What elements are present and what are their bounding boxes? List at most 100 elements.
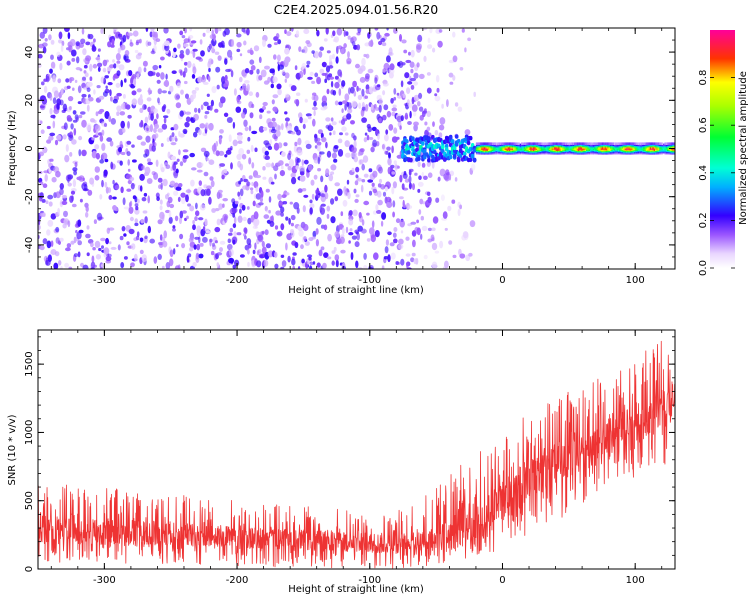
heatmap-cell	[198, 217, 204, 221]
heatmap-cell	[133, 253, 138, 262]
heatmap-cell	[159, 199, 163, 205]
heatmap-cell	[408, 51, 411, 56]
heatmap-cell	[280, 123, 284, 131]
heatmap-cell	[239, 53, 243, 57]
heatmap-cell	[294, 65, 298, 71]
heatmap-cell	[624, 142, 627, 145]
heatmap-cell	[422, 201, 426, 205]
heatmap-cell	[405, 139, 409, 144]
heatmap-cell	[203, 81, 209, 85]
heatmap-cell	[72, 167, 78, 172]
heatmap-cell	[505, 142, 507, 145]
heatmap-cell	[181, 243, 186, 249]
heatmap-cell	[400, 258, 405, 266]
heatmap-cell	[118, 147, 122, 153]
heatmap-cell	[259, 114, 263, 120]
heatmap-cell	[251, 181, 254, 187]
heatmap-cell	[326, 256, 332, 260]
heatmap-cell	[371, 220, 375, 229]
heatmap-cell	[324, 192, 329, 200]
heatmap-cell	[86, 81, 93, 87]
heatmap-cell	[277, 142, 283, 149]
heatmap-cell	[209, 238, 213, 243]
heatmap-cell	[384, 32, 390, 37]
heatmap-cell	[178, 183, 183, 188]
heatmap-cell	[487, 142, 490, 145]
heatmap-cell	[294, 241, 299, 249]
heatmap-cell	[438, 124, 445, 131]
heatmap-cell	[563, 142, 565, 145]
heatmap-cell	[309, 265, 313, 269]
heatmap-cell	[216, 252, 223, 256]
heatmap-cell	[619, 142, 621, 145]
heatmap-cell	[359, 148, 365, 153]
heatmap-cell	[251, 130, 258, 135]
heatmap-cell	[395, 218, 401, 224]
heatmap-cell	[319, 46, 325, 51]
heatmap-cell	[104, 158, 109, 163]
heatmap-cell	[383, 256, 389, 260]
heatmap-cell	[230, 70, 234, 78]
heatmap-cell	[541, 142, 543, 145]
heatmap-cell	[432, 216, 439, 224]
heatmap-cell	[206, 157, 210, 162]
heatmap-cell	[119, 140, 123, 149]
heatmap-cell	[264, 155, 270, 160]
heatmap-cell	[155, 38, 161, 42]
heatmap-cell	[134, 208, 140, 215]
heatmap-cell	[284, 47, 290, 55]
heatmap-cell	[275, 210, 282, 216]
heatmap-cell	[56, 134, 62, 141]
heatmap-cell	[42, 42, 48, 47]
heatmap-cell	[153, 172, 159, 180]
heatmap-cell	[639, 142, 641, 145]
heatmap-cell	[224, 79, 229, 88]
heatmap-cell	[65, 247, 71, 252]
heatmap-cell	[316, 262, 321, 268]
heatmap-cell	[359, 159, 364, 165]
heatmap-cell	[239, 76, 243, 83]
heatmap-cell	[490, 142, 492, 145]
heatmap-cell	[316, 29, 320, 37]
heatmap-cell	[82, 264, 89, 269]
heatmap-cell	[50, 39, 55, 45]
heatmap-cell	[54, 139, 59, 146]
heatmap-cell	[249, 187, 254, 191]
heatmap-cell	[82, 48, 87, 56]
heatmap-cell	[535, 142, 538, 145]
heatmap-cell	[576, 142, 579, 145]
heatmap-cell	[350, 120, 355, 125]
heatmap-cell	[644, 142, 646, 145]
heatmap-cell	[534, 142, 536, 145]
heatmap-cell	[42, 146, 47, 154]
heatmap-cell	[42, 28, 48, 34]
heatmap-cell	[219, 247, 223, 252]
heatmap-cell	[421, 141, 425, 146]
heatmap-cell	[326, 150, 332, 158]
heatmap-cell	[246, 28, 250, 36]
heatmap-cell	[134, 203, 139, 207]
heatmap-cell	[166, 108, 171, 114]
heatmap-cell	[71, 49, 77, 57]
heatmap-cell	[91, 137, 95, 141]
heatmap-cell	[95, 57, 100, 61]
heatmap-cell	[154, 133, 159, 139]
heatmap-cell	[83, 64, 88, 69]
heatmap-cell	[185, 111, 192, 115]
heatmap-cell	[278, 64, 285, 70]
y-tick-label: 1000	[24, 420, 35, 445]
heatmap-cell	[333, 158, 338, 163]
heatmap-cell	[243, 40, 247, 46]
heatmap-cell	[434, 250, 440, 254]
heatmap-cell	[67, 182, 72, 187]
heatmap-cell	[319, 68, 325, 74]
heatmap-cell	[414, 172, 418, 176]
heatmap-cell	[274, 225, 279, 230]
heatmap-cell	[223, 168, 228, 174]
heatmap-cell	[179, 50, 184, 55]
heatmap-cell	[78, 135, 83, 141]
heatmap-cell	[258, 75, 263, 81]
heatmap-cell	[136, 135, 143, 140]
heatmap-cell	[655, 142, 657, 145]
heatmap-cell	[68, 134, 74, 142]
